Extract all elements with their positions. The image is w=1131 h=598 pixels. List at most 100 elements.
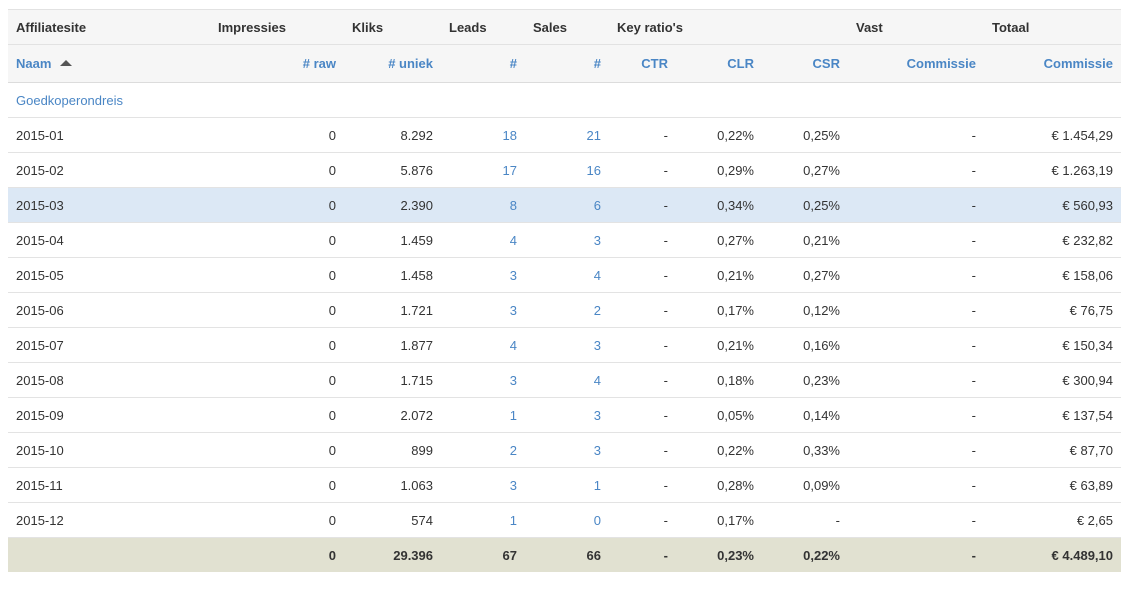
totals-sales: 66 [525,537,609,572]
cell-ctr: - [609,397,676,433]
column-header-raw[interactable]: # raw [210,44,344,83]
cell-naam: 2015-12 [8,502,210,538]
cell-vast: - [848,187,984,223]
group-header-impressies: Impressies [210,9,344,45]
cell-leads[interactable]: 4 [441,222,525,258]
cell-leads[interactable]: 3 [441,257,525,293]
cell-uniek: 1.715 [344,362,441,398]
cell-csr: 0,27% [762,152,848,188]
cell-naam: 2015-10 [8,432,210,468]
cell-uniek: 1.721 [344,292,441,328]
table-row: 2015-09 0 2.072 1 3-0,05% 0,14% - € 137,54 [8,397,1121,433]
column-header-uniek[interactable]: # uniek [344,44,441,83]
cell-leads[interactable]: 8 [441,187,525,223]
table-row: 2015-08 0 1.715 3 4-0,18% 0,23% - € 300,94 [8,362,1121,398]
column-header-totaal-commissie[interactable]: Commissie [984,44,1121,83]
table-row: 2015-06 0 1.721 3 2-0,17% 0,12% - € 76,75 [8,292,1121,328]
cell-vast: - [848,152,984,188]
cell-clr: 0,29% [676,152,762,188]
cell-vast: - [848,397,984,433]
column-header-csr[interactable]: CSR [762,44,848,83]
section-row: Goedkoperondreis [8,82,1121,118]
cell-sales[interactable]: 3 [525,327,609,363]
cell-naam: 2015-11 [8,467,210,503]
cell-leads[interactable]: 3 [441,292,525,328]
column-header-ctr[interactable]: CTR [609,44,676,83]
cell-leads[interactable]: 2 [441,432,525,468]
cell-vast: - [848,117,984,153]
cell-clr: 0,22% [676,432,762,468]
cell-sales[interactable]: 0 [525,502,609,538]
totals-clr: 0,23% [676,537,762,572]
cell-vast: - [848,432,984,468]
report-table-container: Affiliatesite Impressies Kliks Leads Sal… [8,9,1121,572]
cell-ctr: - [609,117,676,153]
cell-sales[interactable]: 4 [525,362,609,398]
cell-raw: 0 [210,187,344,223]
cell-totaal: € 1.263,19 [984,152,1121,188]
cell-ctr: - [609,362,676,398]
table-row: 2015-12 0 574 1 0-0,17% - - € 2,65 [8,502,1121,538]
cell-leads[interactable]: 3 [441,467,525,503]
cell-sales[interactable]: 3 [525,222,609,258]
cell-clr: 0,17% [676,292,762,328]
column-header-clr[interactable]: CLR [676,44,762,83]
cell-uniek: 1.877 [344,327,441,363]
cell-raw: 0 [210,432,344,468]
cell-leads[interactable]: 4 [441,327,525,363]
cell-ctr: - [609,467,676,503]
column-header-sales[interactable]: # [525,44,609,83]
cell-uniek: 1.063 [344,467,441,503]
cell-ctr: - [609,222,676,258]
cell-raw: 0 [210,467,344,503]
cell-sales[interactable]: 2 [525,292,609,328]
cell-vast: - [848,327,984,363]
cell-leads[interactable]: 1 [441,397,525,433]
cell-leads[interactable]: 1 [441,502,525,538]
cell-leads[interactable]: 3 [441,362,525,398]
table-row: 2015-01 0 8.292 18 21-0,22% 0,25% - € 1.454,29 [8,117,1121,153]
column-header-leads[interactable]: # [441,44,525,83]
cell-vast: - [848,467,984,503]
cell-raw: 0 [210,257,344,293]
cell-uniek: 8.292 [344,117,441,153]
cell-totaal: € 158,06 [984,257,1121,293]
cell-sales[interactable]: 3 [525,397,609,433]
column-header-naam[interactable]: Naam [8,44,210,83]
cell-clr: 0,34% [676,187,762,223]
totals-uniek: 29.396 [344,537,441,572]
cell-naam: 2015-07 [8,327,210,363]
group-header-kliks: Kliks [344,9,441,45]
section-label-goedkoperondreis[interactable]: Goedkoperondreis [8,82,1121,118]
cell-csr: - [762,502,848,538]
cell-csr: 0,25% [762,117,848,153]
cell-ctr: - [609,502,676,538]
cell-ctr: - [609,187,676,223]
cell-sales[interactable]: 21 [525,117,609,153]
cell-raw: 0 [210,502,344,538]
cell-clr: 0,17% [676,502,762,538]
table-row: 2015-04 0 1.459 4 3-0,27% 0,21% - € 232,82 [8,222,1121,258]
group-header-vast: Vast [848,9,984,45]
group-header-leads: Leads [441,9,525,45]
column-header-vast-commissie[interactable]: Commissie [848,44,984,83]
cell-raw: 0 [210,152,344,188]
cell-leads[interactable]: 17 [441,152,525,188]
cell-sales[interactable]: 6 [525,187,609,223]
cell-csr: 0,12% [762,292,848,328]
cell-sales[interactable]: 3 [525,432,609,468]
group-header-sales: Sales [525,9,609,45]
totals-ctr: - [609,537,676,572]
cell-naam: 2015-08 [8,362,210,398]
cell-sales[interactable]: 16 [525,152,609,188]
cell-clr: 0,21% [676,327,762,363]
cell-ctr: - [609,432,676,468]
cell-sales[interactable]: 1 [525,467,609,503]
cell-leads[interactable]: 18 [441,117,525,153]
cell-uniek: 2.072 [344,397,441,433]
cell-totaal: € 560,93 [984,187,1121,223]
table-row: 2015-03 0 2.390 8 6-0,34% 0,25% - € 560,93 [8,187,1121,223]
cell-sales[interactable]: 4 [525,257,609,293]
cell-naam: 2015-09 [8,397,210,433]
cell-totaal: € 63,89 [984,467,1121,503]
